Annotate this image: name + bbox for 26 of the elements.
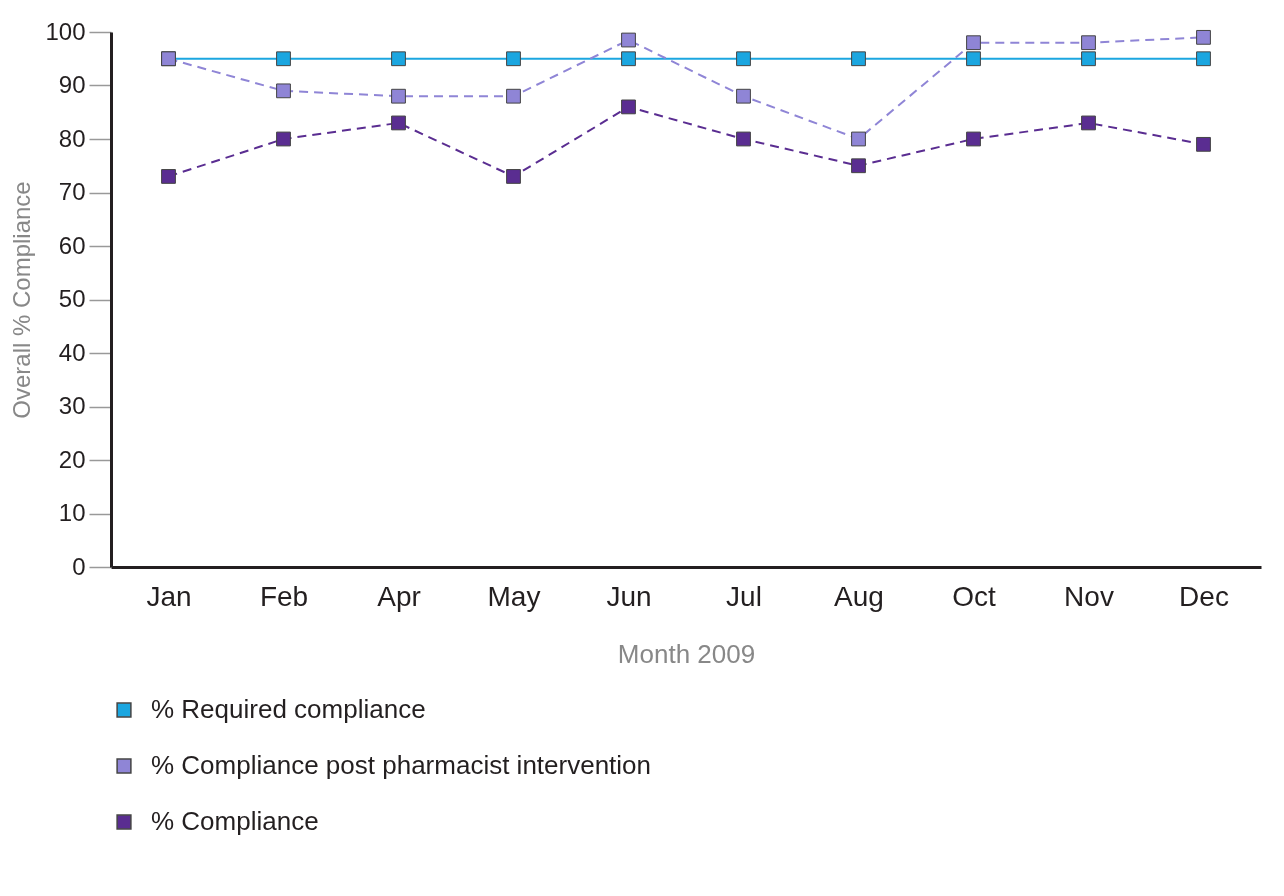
- y-axis-title: Overall % Compliance: [8, 181, 36, 419]
- x-axis-title: Month 2009: [617, 638, 756, 669]
- x-tick-label: Nov: [1064, 580, 1114, 612]
- x-tick-label: Jan: [146, 580, 192, 612]
- y-tick-label: 10: [58, 499, 86, 526]
- legend-label: % Required compliance: [151, 694, 426, 724]
- x-tick-label: May: [487, 580, 541, 612]
- y-tick-label: 30: [58, 392, 86, 419]
- x-tick-label: Feb: [259, 580, 309, 612]
- legend-label: % Compliance post pharmacist intervention: [151, 750, 652, 780]
- y-tick-label: 90: [58, 71, 86, 98]
- y-tick-label: 40: [58, 338, 86, 366]
- y-tick-label: 0: [72, 552, 86, 580]
- x-tick-label: Apr: [377, 580, 421, 612]
- x-tick-label: Oct: [952, 580, 996, 612]
- x-tick-label: Dec: [1179, 580, 1229, 612]
- x-tick-label: Aug: [834, 580, 884, 612]
- y-tick-label: 100: [45, 17, 86, 45]
- y-tick-label: 50: [58, 285, 86, 312]
- x-tick-label: Jun: [606, 580, 652, 612]
- y-tick-label: 70: [58, 178, 86, 205]
- x-tick-label: Jul: [726, 580, 762, 612]
- legend-label: % Compliance: [151, 806, 319, 836]
- y-tick-label: 20: [58, 445, 86, 473]
- y-tick-label: 60: [58, 231, 86, 259]
- y-tick-label: 80: [58, 124, 86, 152]
